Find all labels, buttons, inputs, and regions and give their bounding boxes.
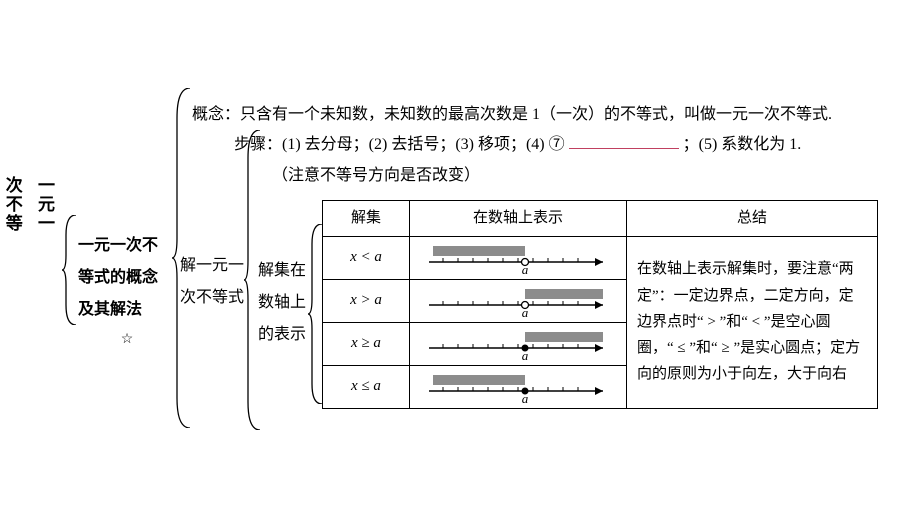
cell-set-3: x ≥ a [323, 322, 410, 365]
cell-line-2: a [410, 279, 627, 322]
th-sum: 总结 [627, 201, 878, 237]
svg-text:a: a [522, 305, 529, 319]
numberline-ge-icon: a [423, 326, 613, 362]
cell-set-2: x > a [323, 279, 410, 322]
svg-text:a: a [522, 262, 529, 276]
table-header-row: 解集 在数轴上表示 总结 [323, 201, 878, 237]
svg-text:a: a [522, 348, 529, 362]
th-set: 解集 [323, 201, 410, 237]
level1-label: 一元一次不 等式的概念 及其解法 ☆ [78, 230, 176, 354]
solution-table: 解集 在数轴上表示 总结 x < a [322, 200, 878, 409]
table-row: x < a a [323, 236, 878, 279]
steps-line: 步骤：(1) 去分母；(2) 去括号；(3) 移项；(4) ⑦ ；(5) 系数化… [192, 130, 918, 160]
lvl2-line1: 解一元一 [180, 250, 248, 282]
main-title: 一元一次不等式(组)及其应用 [40, 176, 60, 237]
lvl1-line3: 及其解法 [78, 294, 176, 326]
tbl-label-3: 的表示 [258, 319, 310, 351]
lvl2-line2: 次不等式 [180, 282, 248, 314]
numberline-lt-icon: a [423, 240, 613, 276]
lvl1-line1: 一元一次不 [78, 230, 176, 262]
cell-set-1: x < a [323, 236, 410, 279]
cell-set-4: x ≤ a [323, 365, 410, 408]
brace-0 [62, 215, 78, 325]
star-icon: ☆ [78, 326, 176, 354]
level2-label: 解一元一 次不等式 [180, 250, 248, 314]
numberline-gt-icon: a [423, 283, 613, 319]
concept-line: 概念：只含有一个未知数，未知数的最高次数是 1（一次）的不等式，叫做一元一次不等… [192, 100, 918, 130]
svg-text:a: a [522, 391, 529, 405]
cell-line-3: a [410, 322, 627, 365]
cell-summary: 在数轴上表示解集时，要注意“两定”：一定边界点，二定方向，定边界点时“ > ”和… [627, 236, 878, 408]
lvl1-line2: 等式的概念 [78, 262, 176, 294]
tbl-label-1: 解集在 [258, 255, 310, 287]
th-line: 在数轴上表示 [410, 201, 627, 237]
numberline-le-icon: a [423, 369, 613, 405]
tbl-label-2: 数轴上 [258, 287, 310, 319]
note-line: （注意不等号方向是否改变） [192, 161, 918, 191]
fill-blank-7[interactable] [569, 132, 679, 149]
table-side-label: 解集在 数轴上 的表示 [258, 255, 310, 351]
cell-line-4: a [410, 365, 627, 408]
cell-line-1: a [410, 236, 627, 279]
steps-pre: 步骤：(1) 去分母；(2) 去括号；(3) 移项；(4) ⑦ [234, 136, 565, 153]
steps-post: ；(5) 系数化为 1. [683, 136, 802, 153]
